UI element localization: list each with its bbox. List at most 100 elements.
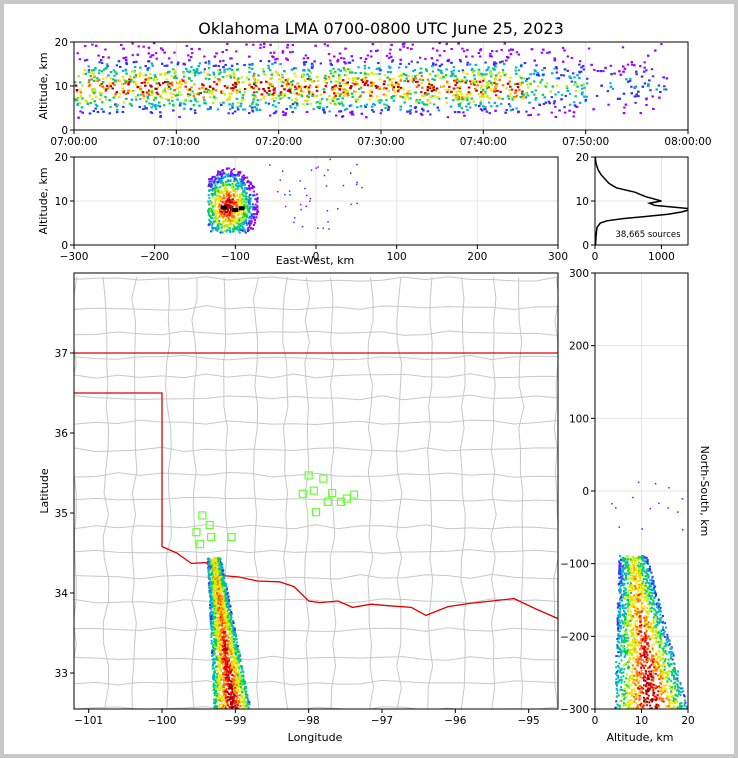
density-cell bbox=[241, 225, 244, 228]
density-cell bbox=[187, 54, 190, 57]
density-cell bbox=[248, 224, 251, 227]
density-cell bbox=[350, 55, 353, 58]
density-cell bbox=[225, 173, 228, 176]
density-cell bbox=[230, 68, 234, 71]
density-cell bbox=[144, 74, 147, 77]
density-cell bbox=[459, 80, 462, 83]
density-cell bbox=[168, 102, 171, 105]
density-cell bbox=[583, 95, 586, 98]
density-cell bbox=[217, 607, 220, 610]
density-cell bbox=[509, 53, 513, 56]
density-cell bbox=[593, 68, 596, 71]
density-cell bbox=[240, 180, 243, 183]
density-cell bbox=[231, 172, 234, 175]
density-cell bbox=[79, 110, 82, 113]
density-cell bbox=[233, 73, 236, 76]
density-cell bbox=[220, 620, 223, 623]
density-cell bbox=[232, 74, 236, 77]
density-cell bbox=[263, 72, 266, 75]
density-cell bbox=[216, 576, 219, 579]
density-cell bbox=[224, 64, 227, 67]
density-cell bbox=[345, 83, 349, 86]
density-cell bbox=[306, 103, 309, 106]
density-cell bbox=[272, 89, 275, 92]
density-cell bbox=[369, 89, 372, 92]
density-cell bbox=[235, 226, 238, 229]
density-cell bbox=[220, 103, 223, 106]
density-cell bbox=[229, 219, 232, 222]
density-cell bbox=[235, 701, 238, 704]
density-cell bbox=[207, 78, 211, 81]
density-cell bbox=[234, 667, 237, 670]
density-cell bbox=[398, 75, 401, 78]
density-cell bbox=[209, 615, 212, 618]
density-cell bbox=[245, 197, 248, 200]
density-cell bbox=[209, 85, 212, 88]
density-cell bbox=[162, 104, 166, 107]
density-cell bbox=[595, 94, 599, 97]
density-cell bbox=[195, 69, 199, 72]
density-cell bbox=[91, 89, 94, 92]
density-cell bbox=[564, 111, 567, 114]
density-cell bbox=[248, 82, 252, 85]
density-cell bbox=[138, 72, 142, 75]
density-cell bbox=[253, 81, 256, 84]
density-cell bbox=[466, 99, 469, 102]
density-cell bbox=[184, 85, 187, 88]
density-cell bbox=[150, 91, 154, 94]
density-cell bbox=[573, 76, 576, 79]
density-cell bbox=[235, 199, 238, 202]
density-cell bbox=[232, 218, 235, 221]
density-cell bbox=[243, 698, 246, 701]
density-cell bbox=[573, 83, 576, 86]
density-cell bbox=[242, 108, 245, 111]
density-cell bbox=[236, 680, 239, 683]
density-cell bbox=[233, 226, 236, 229]
density-cell bbox=[339, 110, 343, 113]
density-cell bbox=[213, 203, 216, 206]
density-cell bbox=[402, 45, 405, 48]
density-cell bbox=[227, 678, 230, 681]
density-cell bbox=[127, 83, 130, 86]
density-cell bbox=[333, 92, 336, 95]
density-cell bbox=[220, 679, 223, 682]
density-cell bbox=[294, 75, 298, 78]
density-cell bbox=[173, 89, 176, 92]
density-cell bbox=[217, 78, 220, 81]
density-cell bbox=[481, 93, 485, 96]
density-cell bbox=[214, 204, 217, 207]
density-cell bbox=[329, 69, 332, 72]
density-cell bbox=[230, 185, 233, 188]
density-cell bbox=[342, 67, 345, 70]
density-cell bbox=[489, 75, 493, 78]
density-cell bbox=[81, 84, 84, 87]
scatter-source bbox=[301, 225, 304, 228]
density-cell bbox=[212, 664, 215, 667]
density-cell bbox=[291, 79, 295, 82]
density-cell bbox=[188, 89, 191, 92]
density-cell bbox=[82, 72, 85, 75]
density-cell bbox=[563, 68, 567, 71]
density-cell bbox=[85, 101, 89, 104]
density-cell bbox=[293, 72, 296, 75]
density-cell bbox=[215, 688, 218, 691]
density-cell bbox=[518, 75, 522, 78]
density-cell bbox=[246, 188, 249, 191]
county-line bbox=[367, 276, 374, 709]
density-cell bbox=[305, 94, 309, 97]
density-cell bbox=[333, 96, 336, 99]
density-cell bbox=[226, 700, 229, 703]
density-cell bbox=[610, 73, 613, 76]
density-cell bbox=[383, 86, 386, 89]
density-cell bbox=[213, 181, 216, 184]
density-cell bbox=[226, 660, 229, 663]
density-cell bbox=[216, 229, 219, 232]
density-cell bbox=[220, 600, 223, 603]
density-cell bbox=[223, 212, 226, 215]
density-cell bbox=[511, 97, 514, 100]
density-cell bbox=[210, 230, 213, 233]
density-cell bbox=[241, 215, 244, 218]
density-cell bbox=[234, 179, 237, 182]
density-cell bbox=[238, 218, 241, 221]
density-cell bbox=[414, 106, 418, 109]
